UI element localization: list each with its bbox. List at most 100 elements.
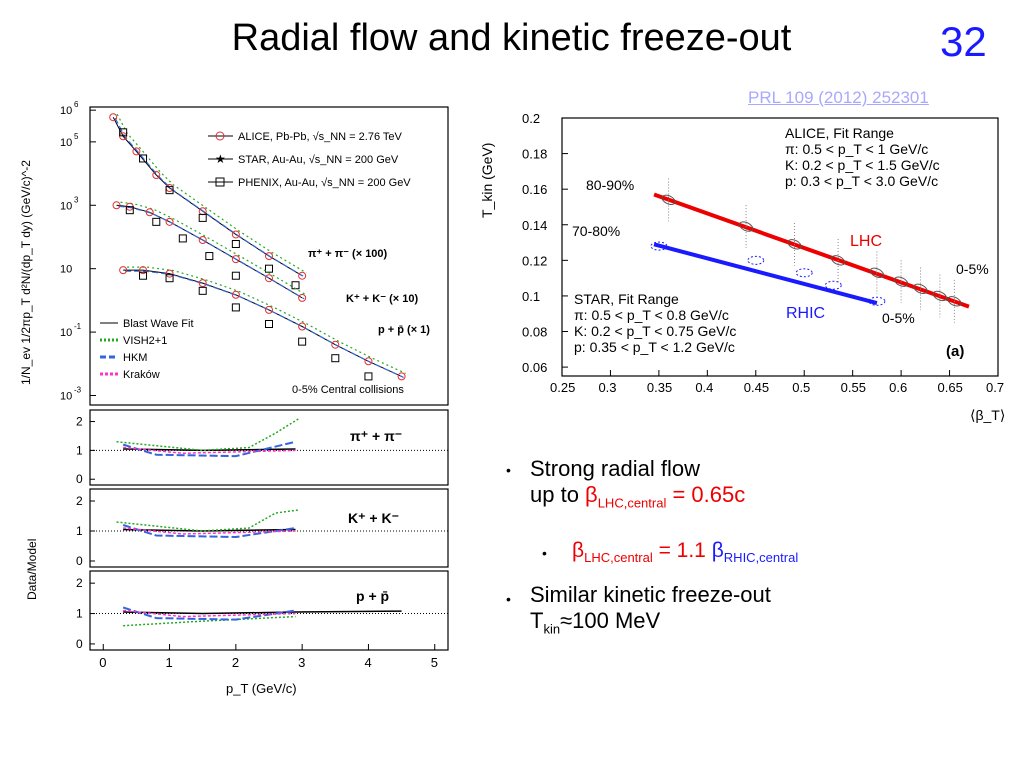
alice-contour <box>787 239 802 250</box>
phenix-point <box>298 337 307 346</box>
model-legend-text: HKM <box>123 352 147 364</box>
ratio-krakow <box>123 527 296 535</box>
species-label: π⁺ + π⁻ (× 100) <box>308 248 388 260</box>
spectra-x-label: p_T (GeV/c) <box>226 681 297 696</box>
bw-annotation: 0-5% <box>882 310 915 326</box>
bullet-1: Strong radial flow up to βLHC,central = … <box>530 456 745 516</box>
bw-x-tick-label: 0.65 <box>938 380 963 395</box>
b2-sub: LHC,central <box>584 550 653 566</box>
alice-point <box>231 290 240 299</box>
page-number: 32 <box>940 18 987 65</box>
bullet-3-line2: Tkin≈100 MeV <box>530 608 771 642</box>
ratio-krakow <box>123 446 296 455</box>
x-tick-label: 1 <box>166 655 173 670</box>
alice-point <box>132 147 141 156</box>
alice-point <box>231 255 240 264</box>
blastwave-curve <box>112 116 303 277</box>
star-contour <box>650 241 668 251</box>
alice-point <box>265 252 273 261</box>
blastwave-curve <box>116 204 303 299</box>
bullet-3: Similar kinetic freeze-out Tkin≈100 MeV <box>530 582 771 642</box>
alice-point <box>198 236 207 245</box>
bw-y-tick-label: 0.16 <box>522 182 547 197</box>
star-contour <box>868 296 886 306</box>
y-tick-label: 10 <box>60 105 72 117</box>
phenix-point <box>198 286 207 295</box>
spectra-y-label: 1/N_ev 1/2πp_T d²N/(dp_T dy) (GeV/c)^-2 <box>19 160 33 385</box>
ratio-y-tick: 2 <box>76 415 83 429</box>
slide-title: Radial flow and kinetic freeze-out <box>231 17 792 59</box>
alice-point <box>145 208 154 217</box>
spectra-frame <box>89 106 449 406</box>
bw-x-tick-label: 0.55 <box>841 380 866 395</box>
alice-contour <box>932 290 947 302</box>
phenix-point <box>198 213 207 222</box>
b3-val: ≈100 MeV <box>560 608 661 633</box>
alice-contour <box>661 194 676 206</box>
alice-point <box>298 271 307 280</box>
bw-y-tick-label: 0.06 <box>522 360 547 375</box>
rhic-label: RHIC <box>786 305 825 322</box>
alice-point <box>119 266 128 275</box>
phenix-point <box>231 303 240 312</box>
alice-point <box>112 201 121 210</box>
model-legend-text: Kraków <box>123 369 160 381</box>
phenix-point <box>205 252 214 261</box>
bullet-marker: • <box>542 545 547 561</box>
star-contour <box>824 280 842 290</box>
ratio-y-tick: 1 <box>76 607 83 621</box>
hkm-curve <box>118 205 305 300</box>
b2-beta: β <box>572 539 585 562</box>
ratio-y-tick: 0 <box>76 637 83 651</box>
species-label: p + p̄ (× 1) <box>378 324 430 336</box>
vish-curve <box>120 201 307 296</box>
y-tick-exp: 3 <box>74 195 79 204</box>
bw-y-tick-label: 0.14 <box>522 218 547 233</box>
phenix-point <box>178 234 187 243</box>
blastwave-frame <box>561 117 999 377</box>
phenix-point <box>231 271 240 280</box>
bw-y-tick-label: 0.2 <box>522 111 540 126</box>
bw-x-tick-label: 0.6 <box>889 380 907 395</box>
ratio-y-tick: 0 <box>76 472 83 486</box>
bw-x-tick-label: 0.25 <box>550 380 575 395</box>
ratio-frame <box>89 488 449 568</box>
ratio-vish <box>123 615 296 627</box>
alice-point <box>364 357 373 366</box>
legend-text: PHENIX, Au-Au, √s_NN = 200 GeV <box>238 177 411 189</box>
b2-sub2: RHIC,central <box>723 550 799 566</box>
x-tick-label: 2 <box>232 655 239 670</box>
x-tick-label: 0 <box>99 655 106 670</box>
ratio-y-label: Data/Model <box>25 539 39 600</box>
vish-curve <box>116 113 307 274</box>
phenix-point <box>152 217 161 226</box>
bw-fit-line-lhc <box>653 192 970 309</box>
ratio-species-label: K⁺ + K⁻ <box>348 510 399 526</box>
x-tick-label: 4 <box>364 655 371 670</box>
bw-x-tick-label: 0.3 <box>598 380 616 395</box>
y-tick-label: 10 <box>60 327 72 339</box>
bw-annotation: (a) <box>946 343 964 360</box>
y-tick-exp: 6 <box>74 100 79 109</box>
bullet-3-line1: Similar kinetic freeze-out <box>530 582 771 607</box>
x-tick-label: 5 <box>431 655 438 670</box>
alice-point <box>152 171 161 180</box>
alice-fit-range: K: 0.2 < p_T < 1.5 GeV/c <box>785 157 940 173</box>
bw-x-tick-label: 0.35 <box>647 380 672 395</box>
b2-mid: = 1.1 <box>652 539 712 562</box>
lhc-label: LHC <box>850 233 882 250</box>
alice-fit-range: π: 0.5 < p_T < 1 GeV/c <box>785 141 928 157</box>
y-tick-label: 10 <box>60 264 72 276</box>
star-contour <box>747 255 765 265</box>
bw-x-tick-label: 0.7 <box>986 380 1004 395</box>
alice-point <box>265 274 273 283</box>
y-tick-label: 10 <box>60 137 72 149</box>
alice-point <box>265 305 273 314</box>
bw-x-label: ⟨β_T⟩ <box>970 407 1005 423</box>
ratio-vish <box>116 418 300 452</box>
legend-text: ALICE, Pb-Pb, √s_NN = 2.76 TeV <box>238 131 403 143</box>
ratio-frame <box>89 570 449 651</box>
reference-link[interactable]: PRL 109 (2012) 252301 <box>748 88 929 107</box>
ratio-y-tick: 1 <box>76 524 83 538</box>
legend-marker: ★ <box>215 152 226 166</box>
